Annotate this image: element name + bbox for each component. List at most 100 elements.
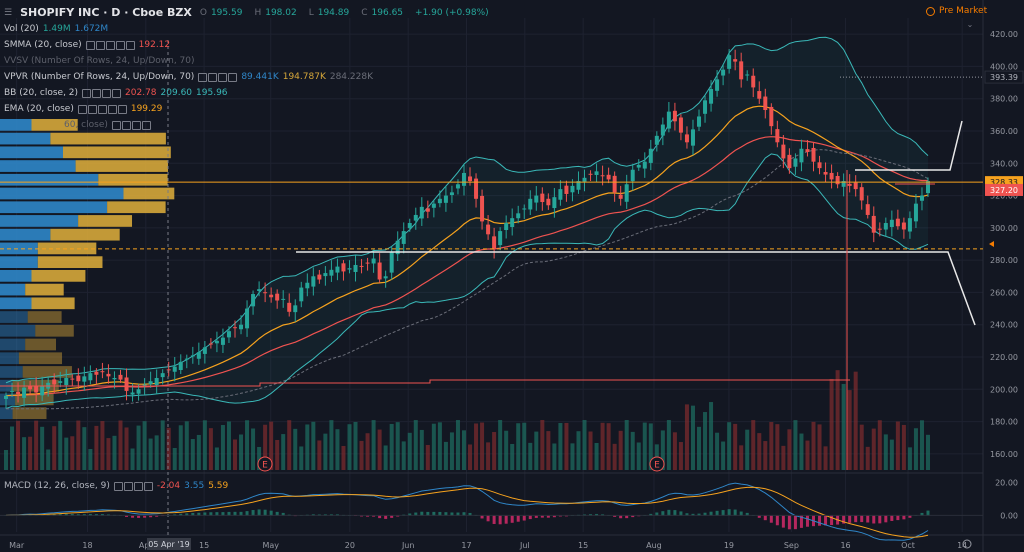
menu-icon[interactable]: ☰	[4, 8, 13, 18]
volume-bar	[202, 420, 207, 470]
zone-line	[0, 379, 850, 387]
vp-row-down	[25, 283, 64, 296]
volume-bar	[287, 420, 292, 470]
candle-body	[82, 376, 87, 382]
macd-histogram-bar	[818, 515, 822, 526]
volume-bar	[690, 405, 695, 470]
candle-body	[281, 298, 286, 300]
candle-body	[4, 395, 8, 399]
indicator-buttons[interactable]	[198, 72, 238, 82]
candle-body	[721, 69, 726, 76]
macd-histogram-bar	[902, 515, 906, 520]
volume-bar	[739, 445, 744, 470]
indicator-buttons[interactable]	[111, 120, 151, 130]
price-tick-label: 340.00	[990, 159, 1018, 168]
symbol-name[interactable]: SHOPIFY INC · D · Cboe BZX	[20, 6, 192, 19]
indicator-buttons[interactable]	[77, 104, 127, 114]
macd-histogram-bar	[787, 515, 791, 530]
vp-row-up	[0, 160, 76, 172]
macd-histogram-bar	[679, 511, 683, 516]
candle-body	[504, 223, 509, 231]
candle-body	[461, 172, 466, 186]
macd-histogram-bar	[715, 510, 719, 516]
volume-bar	[727, 422, 732, 470]
macd-histogram-bar	[703, 512, 707, 516]
volume-bar	[419, 429, 424, 470]
cursor-date-badge	[147, 538, 191, 550]
volume-bar	[100, 421, 105, 470]
candle-body	[642, 161, 647, 169]
volume-bar	[474, 423, 479, 470]
candle-body	[926, 181, 930, 194]
legend-vol[interactable]: Vol (20) 1.49M 1.672M	[4, 24, 109, 34]
volume-bar	[624, 420, 629, 470]
candle-body	[660, 124, 665, 136]
legend-macd[interactable]: MACD (12, 26, close, 9) -2.04 3.55 5.59	[4, 481, 229, 491]
macd-histogram-bar	[275, 511, 279, 516]
macd-histogram-bar	[866, 515, 870, 523]
time-tick-label: Jul	[519, 541, 530, 550]
candle-body	[775, 129, 780, 143]
volume-bar	[371, 420, 376, 470]
candle-body	[763, 96, 768, 111]
volume-bar	[546, 431, 551, 470]
candle-body	[166, 369, 171, 371]
candle-body	[823, 171, 828, 175]
volume-bar	[383, 445, 388, 470]
candle-body	[239, 324, 244, 330]
candle-body	[40, 386, 45, 396]
candle-body	[383, 276, 388, 279]
indicator-buttons[interactable]	[82, 88, 122, 98]
candle-body	[498, 231, 503, 246]
volume-bar	[588, 431, 593, 470]
candle-body	[582, 177, 587, 182]
macd-histogram-bar	[830, 515, 834, 525]
legend-vvsv[interactable]: VVSV (Number Of Rows, 24, Up/Down, 70)	[4, 56, 195, 66]
volume-bar	[184, 421, 189, 470]
candle-body	[305, 282, 310, 289]
legend-vpvr[interactable]: VPVR (Number Of Rows, 24, Up/Down, 70) 8…	[4, 72, 373, 82]
volume-bar	[232, 439, 237, 470]
macd-histogram-bar	[438, 511, 442, 516]
vp-row-up	[0, 311, 28, 323]
legend-ema[interactable]: EMA (20, close) 199.29	[4, 104, 163, 114]
volume-bar	[552, 443, 557, 470]
candle-body	[612, 175, 617, 193]
macd-histogram-bar	[691, 513, 695, 516]
legend-bb[interactable]: BB (20, close, 2) 202.78 209.60 195.96	[4, 88, 228, 98]
volume-bar	[618, 430, 623, 470]
time-tick-label: Sep	[784, 541, 799, 550]
legend-smma[interactable]: SMMA (20, close) 192.12	[4, 40, 171, 50]
candle-body	[757, 91, 762, 99]
premarket-indicator[interactable]: Pre Market	[926, 6, 987, 16]
volume-bar	[154, 435, 159, 470]
candle-body	[52, 379, 57, 385]
vp-row-down	[35, 324, 74, 337]
candle-body	[799, 148, 804, 163]
candle-body	[154, 377, 159, 386]
macd-histogram-bar	[215, 512, 219, 516]
macd-histogram-bar	[269, 510, 273, 516]
indicator-buttons[interactable]	[113, 481, 153, 491]
macd-histogram-bar	[426, 511, 430, 516]
candle-body	[835, 175, 840, 185]
legend-hidden[interactable]: 60, close)	[4, 117, 364, 133]
macd-histogram-bar	[378, 515, 382, 519]
candle-body	[311, 276, 316, 287]
candle-body	[528, 198, 533, 210]
projection-line	[855, 120, 963, 171]
candle-body	[703, 100, 708, 114]
candle-body	[353, 264, 358, 272]
ohlc-change: +1.90 (+0.98%)	[415, 8, 489, 18]
volume-bar	[895, 421, 900, 470]
indicator-buttons[interactable]	[85, 40, 135, 50]
candle-body	[805, 149, 810, 152]
volume-bar	[46, 449, 51, 470]
macd-histogram-bar	[233, 511, 237, 516]
candle-body	[751, 75, 756, 88]
vp-row-up	[0, 407, 13, 419]
time-tick-label: Jun	[401, 541, 415, 550]
volume-bar	[787, 429, 792, 470]
